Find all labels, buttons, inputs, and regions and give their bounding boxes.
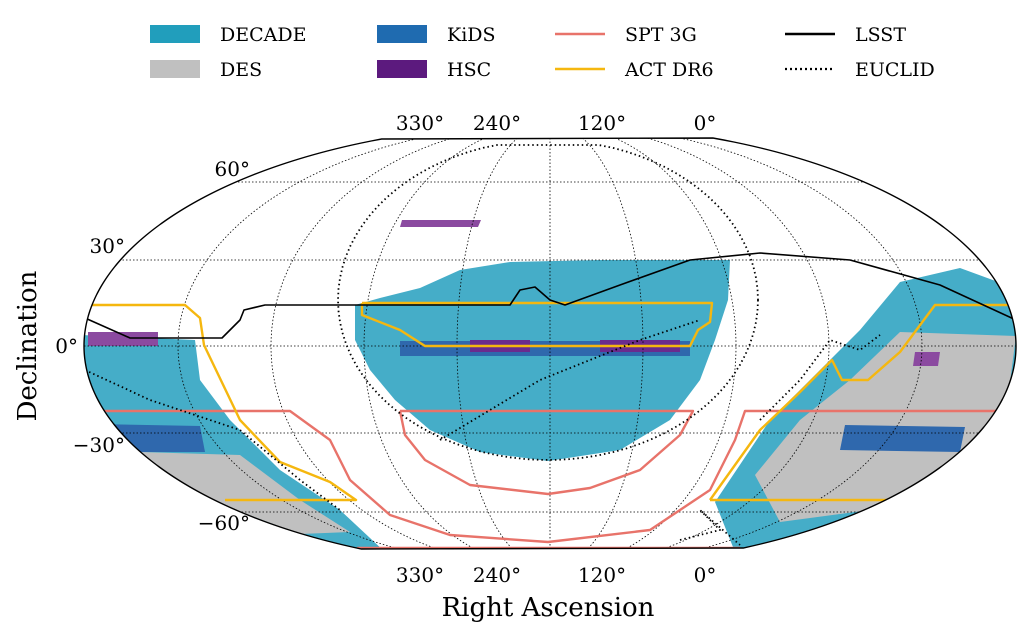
- dec-tick-label: −60°: [198, 511, 250, 535]
- meridian-gridline: [679, 138, 923, 549]
- euclid-boundary-bottom: [679, 509, 741, 546]
- meridian-gridline: [456, 138, 518, 549]
- legend-label: DES: [220, 59, 262, 81]
- spt3g-inner-boundary: [398, 409, 695, 496]
- y-axis-label: Declination: [13, 270, 43, 421]
- act-dr6-boundary-right: [709, 303, 1012, 501]
- map-border: [83, 137, 1017, 550]
- dec-tick-label: 60°: [215, 157, 250, 181]
- legend-swatch-hsc: [377, 60, 427, 78]
- legend-label: SPT 3G: [625, 24, 697, 46]
- meridian-gridline: [177, 138, 421, 549]
- meridian-gridline: [647, 138, 830, 549]
- ra-tick-label-bottom: 0°: [694, 563, 717, 587]
- hsc-footprint-north: [400, 220, 481, 227]
- legend-swatch-kids: [377, 25, 427, 43]
- dec-tick-label: −30°: [73, 433, 125, 457]
- legend-swatch-des: [150, 60, 200, 78]
- lsst-boundary: [84, 252, 1016, 339]
- legend-label: KiDS: [447, 24, 496, 46]
- legend-label: ACT DR6: [624, 59, 714, 81]
- meridian-gridline: [363, 138, 486, 549]
- legend-label: LSST: [855, 24, 906, 46]
- legend: DECADE DES KiDS HSC SPT 3G ACT DR6 LSST EUCLID: [150, 24, 935, 81]
- dec-tick-label: 0°: [55, 334, 78, 358]
- ra-tick-label-top: 240°: [473, 111, 521, 135]
- legend-label: HSC: [447, 59, 491, 81]
- legend-label: DECADE: [220, 24, 306, 46]
- dec-tick-label: 30°: [90, 234, 125, 258]
- legend-label: EUCLID: [855, 59, 935, 81]
- spt3g-outer-boundary: [103, 409, 1000, 544]
- ra-tick-label-top: 330°: [396, 111, 444, 135]
- decade-footprint-center: [355, 260, 730, 461]
- euclid-boundary-left: [84, 369, 341, 511]
- kids-footprint-south-right: [840, 425, 965, 452]
- hsc-footprint-left: [88, 332, 158, 346]
- ra-tick-label-bottom: 330°: [396, 563, 444, 587]
- des-footprint-left: [140, 452, 350, 534]
- ra-tick-label-bottom: 240°: [473, 563, 521, 587]
- legend-swatch-decade: [150, 25, 200, 43]
- act-dr6-boundary-center: [360, 301, 714, 348]
- meridian-gridline: [582, 138, 644, 549]
- hsc-footprint-right: [913, 352, 940, 366]
- x-axis-label: Right Ascension: [442, 593, 655, 623]
- ra-tick-label-top: 0°: [694, 111, 717, 135]
- decade-footprint-left: [84, 335, 385, 549]
- act-dr6-boundary-left: [88, 303, 358, 502]
- ra-tick-label-bottom: 120°: [578, 563, 626, 587]
- ra-tick-label-top: 120°: [578, 111, 626, 135]
- meridian-gridline: [614, 138, 737, 549]
